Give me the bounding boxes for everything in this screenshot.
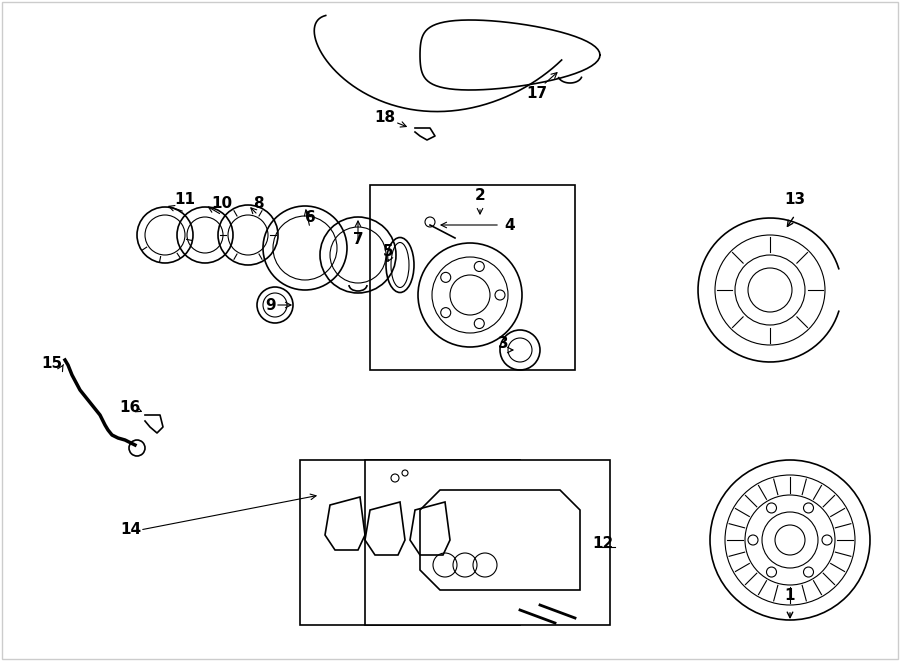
Text: 10: 10 — [212, 196, 232, 210]
Text: 1: 1 — [785, 588, 796, 602]
Text: 7: 7 — [353, 233, 364, 247]
Text: 17: 17 — [526, 85, 547, 100]
Text: 14: 14 — [120, 522, 141, 537]
Text: 5: 5 — [382, 245, 393, 260]
Text: 15: 15 — [41, 356, 63, 371]
Text: 3: 3 — [498, 336, 508, 350]
Bar — [365, 460, 610, 625]
Text: 16: 16 — [120, 399, 140, 414]
Text: 2: 2 — [474, 188, 485, 202]
Text: 12: 12 — [592, 535, 613, 551]
Text: 18: 18 — [374, 110, 396, 126]
Text: 8: 8 — [253, 196, 264, 210]
Bar — [300, 460, 520, 625]
Text: 4: 4 — [505, 217, 516, 233]
Text: 6: 6 — [304, 210, 315, 225]
Text: 9: 9 — [266, 297, 276, 313]
Text: 13: 13 — [785, 192, 806, 208]
Text: 11: 11 — [175, 192, 195, 208]
Bar — [370, 185, 575, 370]
